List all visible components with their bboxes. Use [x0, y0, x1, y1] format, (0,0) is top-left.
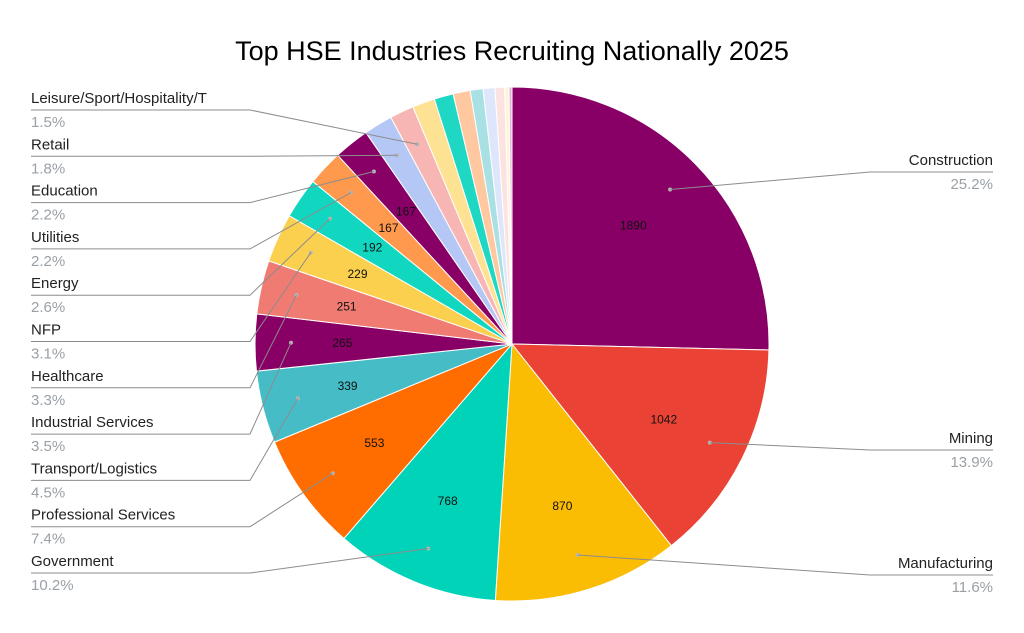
- slice-value: 192: [362, 241, 382, 255]
- slice-value: 768: [438, 494, 458, 508]
- callout-percent-label: 7.4%: [31, 531, 65, 548]
- slice-value: 167: [396, 205, 416, 219]
- callout-line: [31, 252, 312, 342]
- callout-percent-label: 1.5%: [31, 114, 65, 131]
- pie-slice: [508, 86, 513, 345]
- slice-value: 1042: [650, 413, 677, 427]
- callout-line: [31, 472, 334, 528]
- slice-value: 1890: [620, 219, 647, 233]
- pie-slice: [343, 342, 513, 601]
- callout-category-label: Retail: [31, 136, 69, 153]
- slice-value-labels: 1890 1042 870 768 553 339 265 251 229 192 167 167: [332, 205, 677, 513]
- callout-percent-label: 2.6%: [31, 299, 65, 316]
- callout-percent-label: 2.2%: [31, 253, 65, 270]
- callout-percent-label: 2.2%: [31, 207, 65, 224]
- callout-category-label: Mining: [949, 430, 993, 447]
- slice-value: 553: [364, 436, 384, 450]
- callout-category-label: Manufacturing: [898, 555, 993, 572]
- callout-line: [31, 218, 331, 296]
- callout-category-label: Government: [31, 553, 114, 570]
- callout-line: [31, 192, 352, 250]
- pie-slices: [254, 86, 770, 602]
- callout-line: [31, 398, 299, 481]
- callout-percent-label: 10.2%: [31, 577, 74, 594]
- callout-line: [31, 294, 297, 389]
- callout-line: [709, 442, 993, 451]
- callout-line: [31, 548, 429, 574]
- callout-percent-label: 11.6%: [952, 579, 993, 596]
- callout-percent-label: 25.2%: [950, 176, 993, 193]
- callout-category-label: Professional Services: [31, 507, 175, 524]
- slice-value: 167: [378, 221, 398, 235]
- callout-percent-label: 4.5%: [31, 484, 65, 501]
- pie-slice: [494, 342, 673, 602]
- pie-slice: [510, 343, 770, 547]
- callout-percent-label: 1.8%: [31, 160, 65, 177]
- callout-category-label: Leisure/Sport/Hospitality/T: [31, 90, 207, 107]
- callout-percent-label: 3.5%: [31, 438, 65, 455]
- callout-category-label: Industrial Services: [31, 414, 154, 431]
- callout-line: [31, 171, 375, 204]
- callout-category-label: Construction: [909, 152, 993, 169]
- callout-category-label: Energy: [31, 275, 79, 292]
- callout-line: [577, 554, 993, 576]
- callout-category-label: Utilities: [31, 229, 79, 246]
- callout-percent-label: 3.3%: [31, 392, 65, 409]
- callout-line: [31, 109, 418, 145]
- callout-line: [31, 154, 397, 157]
- callout-category-label: Healthcare: [31, 368, 104, 385]
- slice-value: 870: [552, 499, 572, 513]
- pie-slice: [511, 86, 770, 351]
- callout-labels: Construction 25.2% Mining 13.9% Manufacturin…: [31, 90, 993, 596]
- chart-title: Top HSE Industries Recruiting Nationally…: [235, 36, 789, 66]
- slice-value: 265: [332, 336, 352, 350]
- callout-line: [31, 342, 292, 435]
- slice-value: 229: [347, 267, 367, 281]
- callout-line: [670, 171, 993, 190]
- slice-value: 251: [337, 299, 357, 313]
- pie-slice: [273, 343, 513, 540]
- callout-percent-label: 3.1%: [31, 346, 65, 363]
- callout-category-label: NFP: [31, 322, 61, 339]
- callout-category-label: Education: [31, 183, 98, 200]
- callout-category-label: Transport/Logistics: [31, 460, 157, 477]
- callout-percent-label: 13.9%: [950, 454, 993, 471]
- slice-value: 339: [338, 379, 358, 393]
